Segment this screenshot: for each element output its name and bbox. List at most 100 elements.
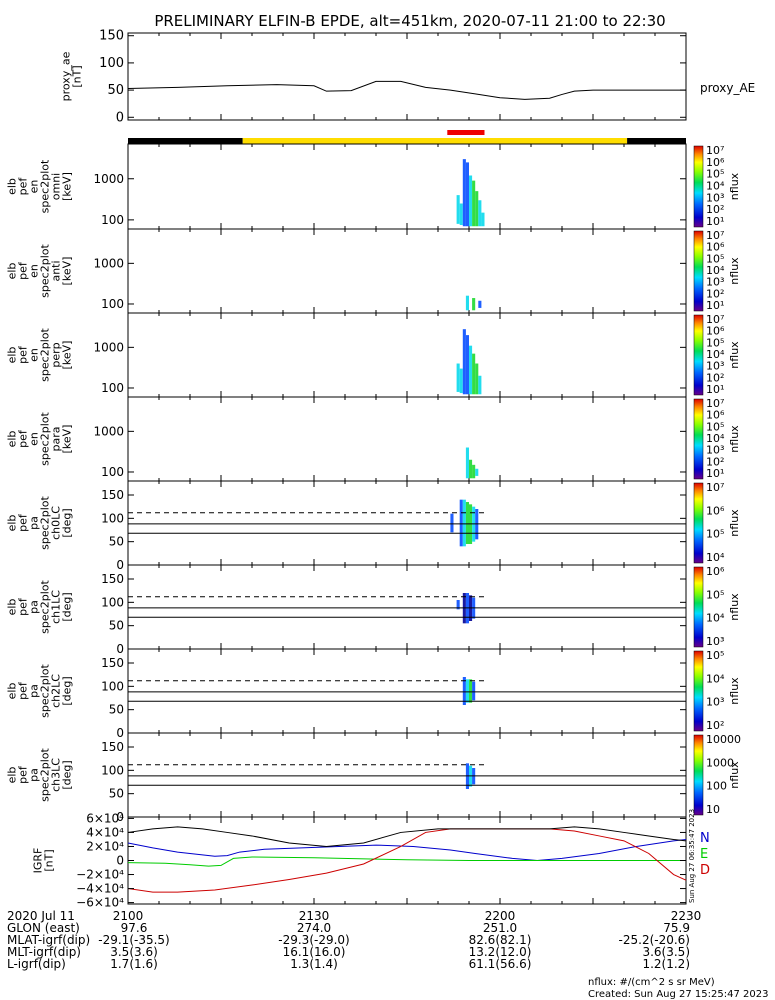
- anti-colorbar-tick: 10³: [706, 276, 724, 289]
- ch0LC-ylabel-line: elb: [6, 515, 19, 532]
- x-row-value: 82.6(82.1): [469, 933, 532, 947]
- perp-ylabel-line: elb: [6, 347, 19, 364]
- status-highlight: [447, 130, 485, 135]
- x-row-value: -29.1(-35.5): [98, 933, 169, 947]
- omni-colorbar-tick: 10⁶: [706, 156, 725, 169]
- ch3LC-ytick-label: 150: [101, 740, 124, 754]
- ch0LC-cell: [450, 513, 454, 533]
- perp-ylabel-line: [keV]: [61, 341, 74, 370]
- anti-ytick-label: 100: [101, 297, 124, 311]
- anti-colorbar-tick: 10⁴: [706, 264, 725, 277]
- proxy_ae-ytick-label: 0: [116, 110, 124, 125]
- status-segment: [128, 138, 243, 144]
- anti-ylabel-line: anti: [50, 260, 63, 281]
- ch0LC-ytick-label: 150: [101, 488, 124, 502]
- ch1LC-cell: [456, 600, 460, 610]
- anti-colorbar-tick: 10⁶: [706, 241, 725, 254]
- ch2LC-ylabel-line: spec2plot: [39, 664, 52, 718]
- anti-ylabel-line: [keV]: [61, 257, 74, 286]
- igrf-legend-N: N: [700, 831, 710, 846]
- igrf-ytick-label: 0: [116, 854, 124, 868]
- para-ylabel-line: elb: [6, 431, 19, 448]
- para-colorbar-tick: 10⁷: [706, 397, 724, 410]
- ch3LC-ytick-label: 0: [116, 810, 124, 824]
- perp-colorbar-tick: 10⁶: [706, 325, 725, 338]
- ch3LC-ylabel-line: pef: [17, 765, 30, 784]
- para-cell: [469, 459, 473, 479]
- x-tick-label: 2100: [113, 909, 144, 923]
- ch0LC-colorbar-tick: 10⁶: [706, 504, 725, 517]
- ch3LC-ytick-label: 100: [101, 763, 124, 777]
- ch2LC-colorbar: [693, 650, 704, 732]
- anti-colorbar-tick: 10²: [706, 287, 724, 300]
- anti-colorbar-tick: 10⁵: [706, 252, 724, 265]
- ch2LC-frame: [127, 648, 687, 734]
- igrf-ylabel-line: IGRF: [32, 848, 45, 874]
- igrf-ytick-label: 6×10⁴: [86, 811, 124, 825]
- anti-ytick-label: 1000: [93, 256, 124, 270]
- perp-colorbar-tick: 10⁴: [706, 348, 725, 361]
- ch3LC-colorbar: [693, 734, 704, 816]
- ch3LC-ylabel-line: elb: [6, 767, 19, 784]
- omni-ylabel-line: spec2plot: [39, 159, 52, 213]
- status-segment: [242, 138, 628, 144]
- x-row-value: 1.7(1.6): [110, 957, 158, 971]
- ch1LC-ylabel-line: pef: [17, 597, 30, 616]
- x-tick-label: 2230: [671, 909, 702, 923]
- ch0LC-colorbar: [693, 482, 704, 564]
- x-tick-label: 2200: [485, 909, 516, 923]
- x-row-value: 97.6: [121, 921, 148, 935]
- perp-cell: [462, 329, 466, 395]
- proxy_ae-ytick-label: 50: [107, 83, 124, 98]
- omni-cell: [459, 203, 463, 226]
- ch0LC-colorbar-tick: 10⁵: [706, 528, 724, 541]
- omni-ylabel-line: en: [28, 180, 41, 194]
- para-colorbar-label: nflux: [728, 425, 741, 453]
- proxy_ae-frame: [127, 32, 687, 121]
- ch2LC-cell: [472, 681, 476, 701]
- anti-colorbar: [693, 230, 704, 312]
- ch2LC-colorbar-label: nflux: [728, 677, 741, 705]
- proxy_ae-ytick-label: 150: [99, 29, 124, 44]
- panel-anti: 1001000elbpefenspec2plotanti[keV]10⁷10⁶1…: [6, 228, 741, 314]
- ch1LC-ytick-label: 100: [101, 595, 124, 609]
- ch2LC-ytick-label: 100: [101, 679, 124, 693]
- ch3LC-ylabel-line: ch3LC: [50, 758, 63, 792]
- ch0LC-ylabel-line: [deg]: [61, 508, 74, 537]
- ch1LC-ylabel-line: [deg]: [61, 592, 74, 621]
- omni-cell: [469, 175, 473, 227]
- igrf-series-total: [127, 826, 687, 847]
- igrf-ytick-label: 2×10⁴: [86, 839, 124, 853]
- para-colorbar: [693, 398, 704, 480]
- ch2LC-cell: [469, 679, 473, 703]
- proxy-ae-line: [127, 80, 686, 100]
- igrf-legend-D: D: [700, 863, 710, 878]
- perp-colorbar-tick: 10⁵: [706, 336, 724, 349]
- proxy_ae-ylabel-line: [nT]: [71, 65, 84, 87]
- ch0LC-ytick-label: 0: [116, 558, 124, 572]
- ch0LC-colorbar-tick: 10⁷: [706, 481, 724, 494]
- anti-cell: [472, 298, 476, 311]
- omni-ylabel-line: elb: [6, 178, 19, 195]
- ch2LC-cell: [465, 679, 469, 703]
- anti-ylabel-line: en: [28, 264, 41, 278]
- para-frame: [127, 396, 687, 482]
- omni-colorbar-tick: 10³: [706, 191, 724, 204]
- para-colorbar-tick: 10¹: [706, 467, 724, 480]
- perp-frame: [127, 312, 687, 398]
- status-segment: [627, 138, 686, 144]
- omni-cell: [462, 159, 466, 227]
- x-row-value: 3.6(3.5): [642, 945, 690, 959]
- igrf-side-note: Sun Aug 27 06:35:47 2023: [688, 809, 696, 903]
- perp-colorbar-tick: 10³: [706, 360, 724, 373]
- ch3LC-colorbar-tick: 1000: [706, 756, 734, 769]
- igrf-ytick-label: −6×10⁴: [76, 896, 124, 910]
- anti-ylabel-line: pef: [17, 261, 30, 280]
- proxy_ae-ylabel-line: proxy_ae: [60, 51, 73, 101]
- ch3LC-colorbar-tick: 10000: [706, 733, 741, 746]
- perp-colorbar: [693, 314, 704, 396]
- footer-created: Created: Sun Aug 27 15:25:47 2023: [588, 989, 768, 1000]
- panel-para: 1001000elbpefenspec2plotpara[keV]10⁷10⁶1…: [6, 396, 741, 482]
